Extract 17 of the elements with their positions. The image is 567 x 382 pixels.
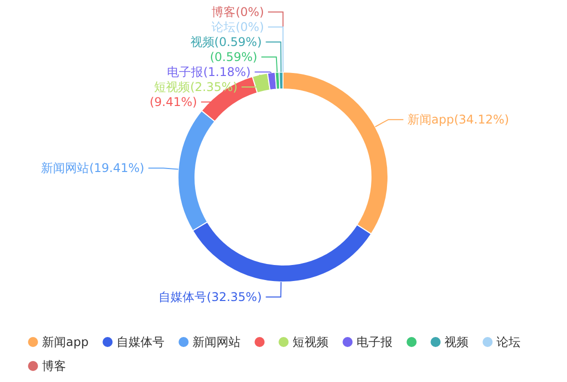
category-label: 新闻app(34.12%)	[407, 112, 510, 127]
legend-label: 博客	[42, 359, 66, 373]
legend-label: 新闻app	[42, 335, 89, 349]
legend-label: 电子报	[356, 335, 393, 349]
category-label: 新闻网站(19.41%)	[41, 161, 144, 176]
legend-label: 短视频	[292, 335, 329, 349]
legend-label: 论坛	[496, 335, 521, 349]
category-label: 论坛(0%)	[212, 20, 264, 34]
category-label: 视频(0.59%)	[190, 35, 262, 49]
data-label: (9.41%)	[150, 95, 198, 109]
category-label: 电子报(1.18%)	[167, 65, 251, 79]
category-label: 博客(0%)	[212, 5, 264, 19]
category-label: 自媒体号(32.35%)	[158, 290, 262, 304]
legend-label: 视频	[444, 335, 469, 349]
legend-label: 自媒体号	[116, 335, 165, 349]
data-label: (0.59%)	[210, 50, 258, 64]
legend-label: 新闻网站	[192, 335, 241, 349]
